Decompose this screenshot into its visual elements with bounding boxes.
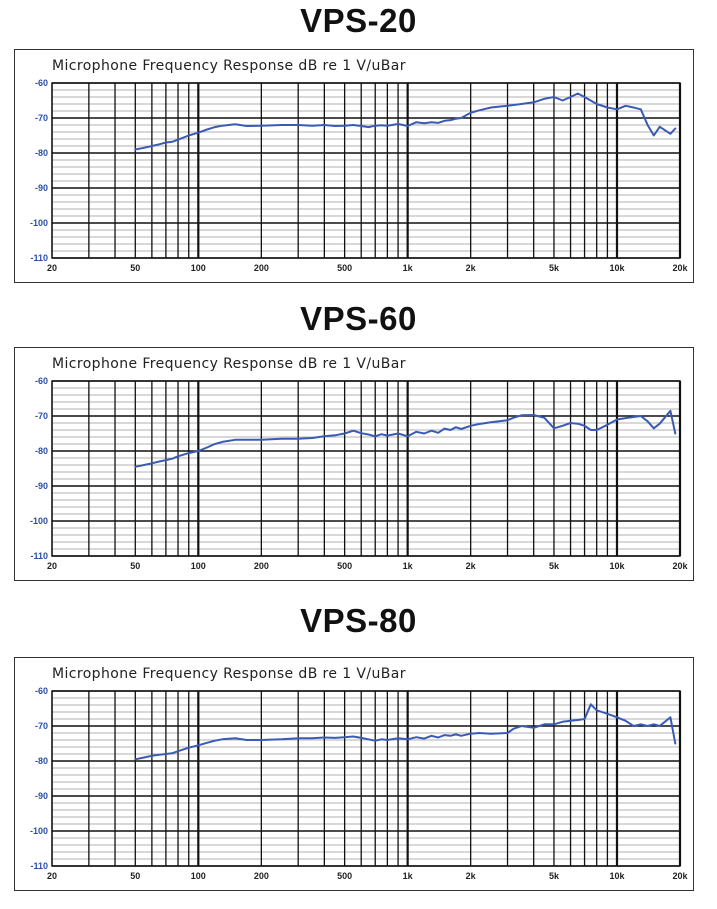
x-tick-label: 500: [337, 561, 352, 571]
chart-panel-vps-60: Microphone Frequency Response dB re 1 V/…: [14, 347, 694, 581]
x-tick-label: 200: [254, 871, 269, 881]
x-tick-label: 1k: [403, 561, 414, 571]
y-tick-label: -100: [30, 218, 48, 228]
x-tick-label: 2k: [466, 871, 477, 881]
x-tick-label: 20k: [672, 561, 688, 571]
y-tick-label: -100: [30, 826, 48, 836]
x-tick-label: 50: [130, 871, 140, 881]
response-curve: [134, 409, 677, 468]
plot-frame: [51, 82, 681, 259]
x-tick-label: 20: [47, 871, 57, 881]
x-tick-label: 100: [191, 871, 206, 881]
y-tick-label: -60: [35, 376, 48, 386]
chart-panel-vps-20: Microphone Frequency Response dB re 1 V/…: [14, 49, 694, 283]
x-tick-label: 200: [254, 263, 269, 273]
x-tick-label: 500: [337, 871, 352, 881]
y-tick-label: -110: [30, 861, 48, 871]
x-tick-label: 10k: [609, 871, 625, 881]
y-tick-label: -110: [30, 253, 48, 263]
y-tick-label: -60: [35, 78, 48, 88]
x-tick-label: 20: [47, 561, 57, 571]
x-tick-label: 10k: [609, 263, 625, 273]
y-tick-label: -80: [35, 756, 48, 766]
x-tick-label: 5k: [549, 561, 560, 571]
model-title-vps-60: VPS-60: [300, 300, 417, 337]
y-tick-label: -70: [35, 411, 48, 421]
y-tick-label: -90: [35, 481, 48, 491]
y-tick-label: -70: [35, 721, 48, 731]
x-tick-label: 2k: [466, 263, 477, 273]
chart-title: Microphone Frequency Response dB re 1 V/…: [52, 666, 406, 682]
response-curve: [134, 92, 677, 151]
x-tick-label: 5k: [549, 871, 560, 881]
y-tick-label: -70: [35, 113, 48, 123]
y-tick-label: -80: [35, 446, 48, 456]
chart-title: Microphone Frequency Response dB re 1 V/…: [52, 58, 406, 74]
x-tick-label: 1k: [403, 263, 414, 273]
y-tick-label: -100: [30, 516, 48, 526]
x-tick-label: 20: [47, 263, 57, 273]
grid: [51, 380, 682, 557]
x-tick-label: 50: [130, 561, 140, 571]
y-tick-label: -80: [35, 148, 48, 158]
x-tick-label: 1k: [403, 871, 414, 881]
x-tick-label: 100: [191, 561, 206, 571]
y-tick-label: -90: [35, 791, 48, 801]
plot-frame: [51, 380, 681, 557]
x-tick-label: 100: [191, 263, 206, 273]
x-tick-label: 5k: [549, 263, 560, 273]
model-title-vps-80: VPS-80: [300, 602, 417, 639]
x-tick-label: 20k: [672, 871, 688, 881]
y-tick-label: -90: [35, 183, 48, 193]
x-tick-label: 2k: [466, 561, 477, 571]
x-tick-label: 500: [337, 263, 352, 273]
x-tick-label: 10k: [609, 561, 625, 571]
x-tick-label: 50: [130, 263, 140, 273]
y-tick-label: -60: [35, 686, 48, 696]
chart-title: Microphone Frequency Response dB re 1 V/…: [52, 356, 406, 372]
chart-panel-vps-80: Microphone Frequency Response dB re 1 V/…: [14, 657, 694, 891]
response-curve: [134, 703, 677, 761]
x-tick-label: 20k: [672, 263, 688, 273]
model-title-vps-20: VPS-20: [300, 2, 417, 39]
x-tick-label: 200: [254, 561, 269, 571]
grid: [51, 82, 682, 259]
y-tick-label: -110: [30, 551, 48, 561]
plot-frame: [51, 690, 681, 867]
grid: [51, 690, 682, 867]
